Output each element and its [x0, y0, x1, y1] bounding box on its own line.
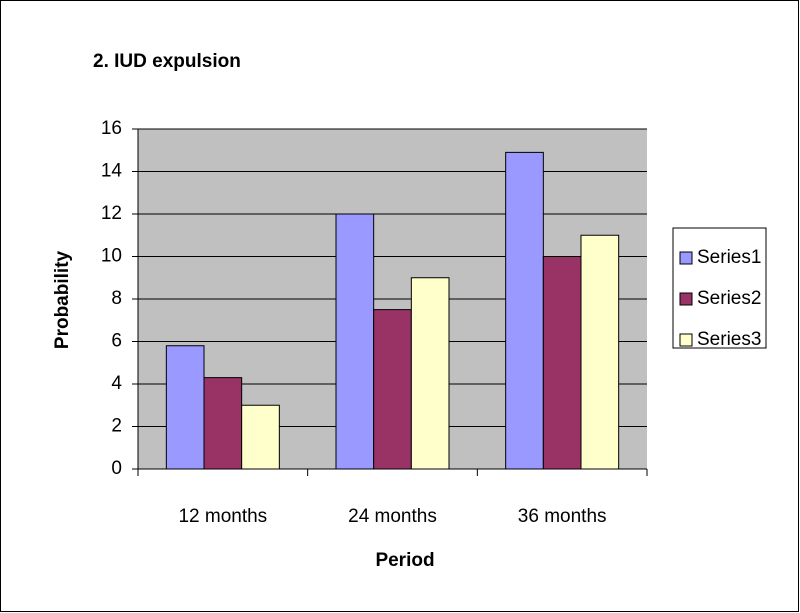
- bar: [410, 277, 450, 470]
- chart-title: 2. IUD expulsion: [93, 51, 241, 72]
- legend-label: Series3: [697, 329, 761, 350]
- bar: [203, 377, 243, 470]
- legend-swatch: [679, 292, 693, 306]
- x-tick-label: 36 months: [518, 506, 607, 527]
- x-tick-label: 12 months: [178, 506, 267, 527]
- legend-swatch: [679, 333, 693, 347]
- legend-label: Series1: [697, 247, 761, 268]
- legend-label: Series2: [697, 288, 761, 309]
- legend-box: [672, 227, 767, 349]
- y-tick-label: 0: [111, 458, 122, 479]
- bar: [373, 309, 412, 470]
- y-tick-label: 16: [101, 118, 122, 139]
- y-tick-label: 8: [111, 288, 122, 309]
- y-tick-label: 4: [111, 373, 122, 394]
- y-tick-label: 10: [101, 246, 122, 267]
- y-axis-label: Probability: [52, 250, 73, 349]
- bar: [505, 151, 544, 470]
- y-tick-label: 2: [111, 416, 122, 437]
- y-tick-label: 6: [111, 331, 122, 352]
- legend-swatch: [679, 251, 693, 265]
- y-tick-label: 12: [101, 203, 122, 224]
- x-axis-label: Period: [375, 550, 434, 571]
- bar: [241, 404, 280, 470]
- y-tick-label: 14: [101, 161, 123, 182]
- bar: [542, 256, 582, 470]
- bar: [165, 345, 205, 470]
- x-tick-label: 24 months: [348, 506, 437, 527]
- bar: [580, 234, 620, 470]
- bar: [335, 213, 375, 470]
